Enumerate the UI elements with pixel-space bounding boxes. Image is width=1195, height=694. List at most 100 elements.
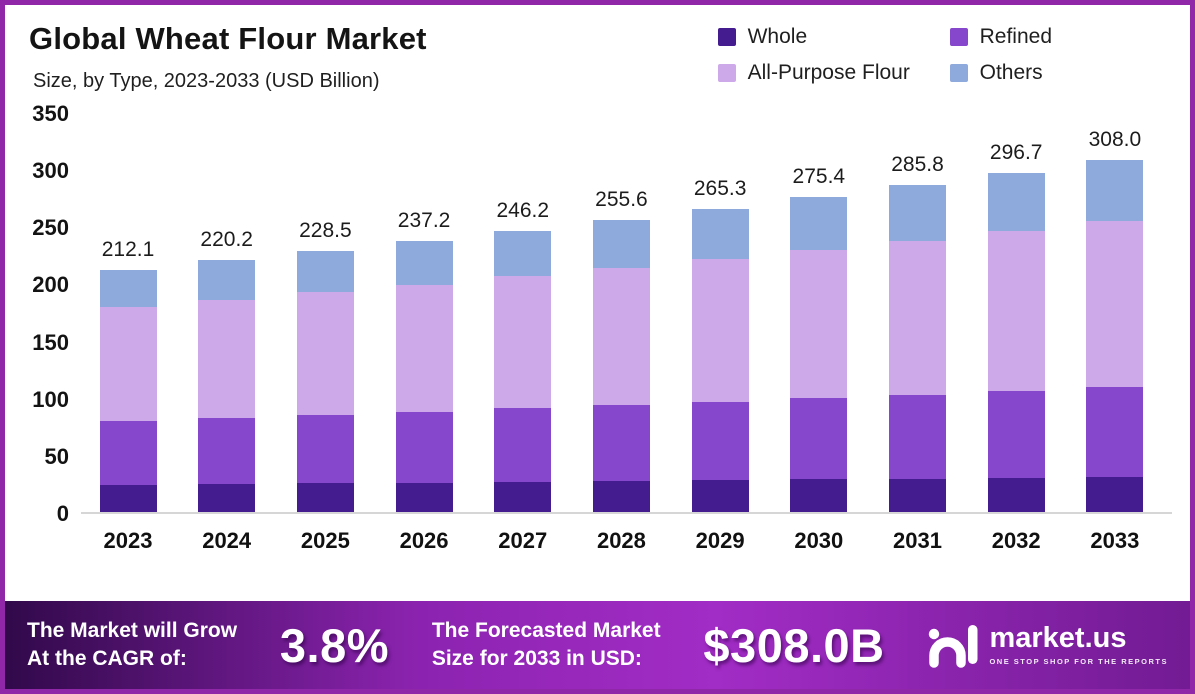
legend-item-whole: Whole <box>717 25 950 49</box>
bar-segment-refined-2026 <box>395 411 453 483</box>
x-label-2029: 2029 <box>695 528 745 553</box>
bar-segment-others-2028 <box>592 219 650 268</box>
bar-total-label-2030: 275.4 <box>792 165 846 189</box>
legend-swatch-others <box>949 64 968 82</box>
marketus-logo-icon <box>929 625 978 668</box>
cagr-label-line2: At the CAGR of: <box>27 647 187 670</box>
bar-total-label-2029: 265.3 <box>693 176 747 200</box>
bar-segment-whole-2028 <box>592 481 650 512</box>
bar-segment-all-purpose-flour-2028 <box>592 267 650 405</box>
bar-stack-2026 <box>395 240 453 512</box>
x-label-2023: 2023 <box>103 528 153 553</box>
bar-segment-all-purpose-flour-2026 <box>395 284 453 412</box>
bar-column-2023: 212.1 <box>83 238 173 512</box>
legend-item-others: Others <box>949 61 1052 85</box>
x-label-2031: 2031 <box>893 528 942 553</box>
legend-label: Others <box>979 61 1043 84</box>
bar-column-2033: 308.0 <box>1070 128 1160 512</box>
bar-segment-whole-2030 <box>790 479 848 512</box>
forecast-label-line1: The Forecasted Market <box>431 618 661 642</box>
marketus-logo: market.us ONE STOP SHOP FOR THE REPORTS <box>927 622 1168 668</box>
bar-stack-2032 <box>987 172 1045 512</box>
bar-segment-refined-2025 <box>296 414 354 484</box>
bar-total-label-2032: 296.7 <box>989 140 1043 164</box>
bar-column-2030: 275.4 <box>774 165 864 512</box>
footer-banner: The Market will Grow At the CAGR of: 3.8… <box>5 601 1190 689</box>
bar-segment-others-2030 <box>790 197 848 250</box>
logo-name: market.us <box>989 622 1127 654</box>
bar-stack-2033 <box>1086 160 1144 512</box>
bar-segment-whole-2025 <box>296 483 354 512</box>
bar-segment-others-2027 <box>494 230 552 277</box>
y-tick-300: 300 <box>32 158 69 184</box>
y-tick-250: 250 <box>32 215 69 241</box>
title-block: Global Wheat Flour Market Size, by Type,… <box>29 21 427 93</box>
bar-segment-others-2033 <box>1086 160 1144 221</box>
bar-segment-whole-2033 <box>1086 476 1144 512</box>
bar-segment-refined-2032 <box>987 390 1045 478</box>
bar-segment-whole-2027 <box>494 481 552 512</box>
bar-segment-all-purpose-flour-2029 <box>691 259 749 402</box>
bar-total-label-2028: 255.6 <box>595 187 648 211</box>
bar-segment-refined-2028 <box>592 405 650 481</box>
stacked-bar-chart: 350 300 250 200 150 100 50 0 212.1 220.2 228.5 237… <box>5 95 1190 554</box>
legend-label: Refined <box>979 25 1052 48</box>
bar-segment-all-purpose-flour-2032 <box>987 230 1045 391</box>
bar-stack-2028 <box>592 219 650 512</box>
logo-text-block: market.us ONE STOP SHOP FOR THE REPORTS <box>989 622 1168 667</box>
bar-total-label-2026: 237.2 <box>397 208 451 232</box>
bar-segment-whole-2029 <box>691 480 749 512</box>
legend-swatch-refined <box>949 28 968 46</box>
bar-segment-others-2026 <box>395 240 453 285</box>
legend-label: All-Purpose Flour <box>747 61 910 84</box>
bar-segment-others-2029 <box>691 208 749 260</box>
bar-stack-2023 <box>99 269 157 512</box>
bar-segment-refined-2027 <box>494 408 552 482</box>
chart-legend: Whole Refined All-Purpose Flour Others <box>717 25 1052 93</box>
bar-column-2024: 220.2 <box>182 228 272 512</box>
page-title: Global Wheat Flour Market <box>29 21 427 56</box>
legend-swatch-all-purpose-flour <box>717 64 736 82</box>
legend-label: Whole <box>747 25 808 48</box>
bar-total-label-2023: 212.1 <box>101 237 155 261</box>
x-axis-labels: 2023 2024 2025 2026 2027 2028 2029 2030 2031 2032… <box>81 528 1172 554</box>
bar-total-label-2024: 220.2 <box>200 228 253 252</box>
cagr-value: 3.8% <box>279 618 390 672</box>
bar-segment-others-2024 <box>198 260 256 301</box>
y-tick-350: 350 <box>32 101 69 126</box>
bar-segment-refined-2029 <box>691 401 749 481</box>
legend-item-refined: Refined <box>949 25 1052 49</box>
x-label-2024: 2024 <box>202 528 252 553</box>
bar-stack-2024 <box>198 260 256 512</box>
x-label-2025: 2025 <box>300 528 350 553</box>
x-label-2032: 2032 <box>991 528 1041 553</box>
bar-segment-all-purpose-flour-2031 <box>889 240 946 395</box>
y-tick-100: 100 <box>32 386 69 412</box>
bar-stack-2025 <box>296 250 354 512</box>
bar-segment-refined-2033 <box>1086 387 1144 477</box>
logo-tagline: ONE STOP SHOP FOR THE REPORTS <box>989 657 1168 666</box>
forecast-value: $308.0B <box>703 618 885 672</box>
bar-column-2032: 296.7 <box>971 141 1061 512</box>
bars-row: 212.1 220.2 228.5 237.2 246.2 255.6 265.3 275.4… <box>81 103 1172 514</box>
x-label-2033: 2033 <box>1090 528 1140 553</box>
bar-segment-all-purpose-flour-2030 <box>790 249 848 399</box>
forecast-label: The Forecasted Market Size for 2033 in U… <box>432 617 661 674</box>
y-tick-200: 200 <box>32 272 69 298</box>
bar-segment-whole-2024 <box>198 484 256 512</box>
bar-segment-all-purpose-flour-2027 <box>494 276 552 409</box>
forecast-label-line2: Size for 2033 in USD: <box>431 647 642 670</box>
y-axis: 350 300 250 200 150 100 50 0 <box>19 103 81 525</box>
x-label-2028: 2028 <box>596 528 646 553</box>
bar-segment-others-2032 <box>987 172 1045 231</box>
bar-column-2026: 237.2 <box>379 209 469 512</box>
bar-segment-others-2023 <box>99 269 157 308</box>
cagr-label-line1: The Market will Grow <box>27 618 238 642</box>
bar-total-label-2025: 228.5 <box>299 218 352 242</box>
bar-stack-2030 <box>790 197 848 512</box>
plot-area: 212.1 220.2 228.5 237.2 246.2 255.6 265.3 275.4… <box>81 103 1172 554</box>
bar-column-2027: 246.2 <box>478 199 568 512</box>
bar-total-label-2033: 308.0 <box>1088 128 1142 152</box>
bar-stack-2027 <box>494 230 552 512</box>
